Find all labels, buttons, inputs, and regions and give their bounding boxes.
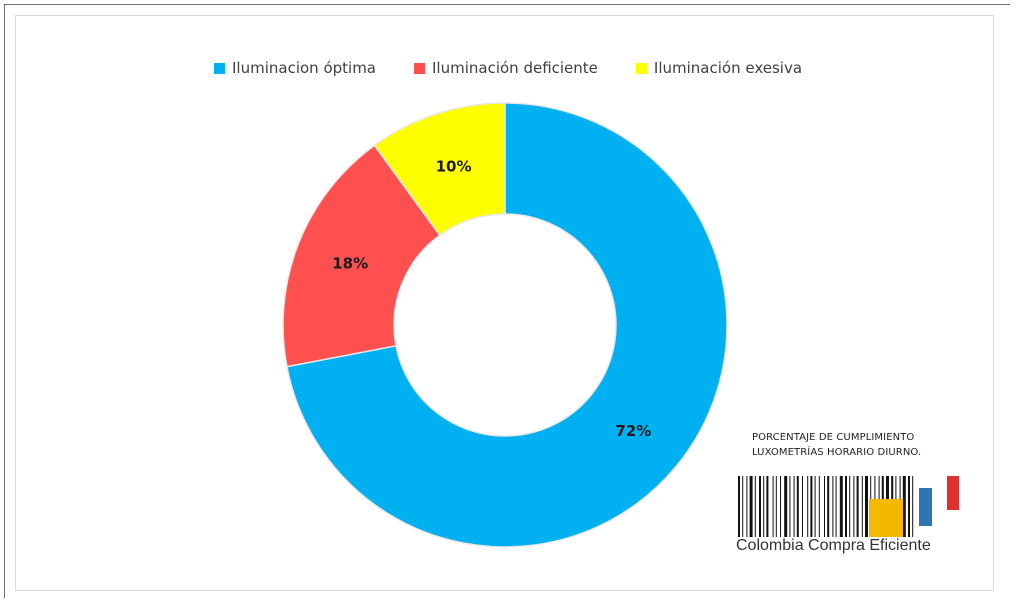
barcode-bar <box>839 476 843 537</box>
legend-item-optima: Iluminacion óptima <box>214 59 376 77</box>
legend-label-exesiva: Iluminación exesiva <box>653 59 803 77</box>
barcode-bar <box>835 476 837 537</box>
barcode-bar <box>746 476 748 537</box>
barcode-bar <box>802 476 803 537</box>
barcode-bar <box>861 476 863 537</box>
legend-swatch-deficiente <box>414 62 425 74</box>
slice-deficiente-label: 18% <box>332 255 368 273</box>
barcode-bar <box>759 476 761 537</box>
legend-swatch-exesiva <box>635 62 647 74</box>
barcode-bar <box>772 476 774 537</box>
barcode-bar <box>814 476 816 537</box>
barcode-bar <box>742 476 744 537</box>
legend-swatch-optima <box>214 62 225 74</box>
barcode-bar <box>780 476 781 537</box>
legend-label-optima: Iluminacion óptima <box>232 59 376 77</box>
slice-exesiva-label: 10% <box>436 158 472 176</box>
barcode-icon <box>738 476 959 537</box>
legend-item-exesiva: Iluminación exesiva <box>635 59 803 77</box>
outer-frame <box>4 4 1010 598</box>
barcode-bar <box>908 476 910 537</box>
barcode-bar <box>849 476 851 537</box>
barcode-bar <box>810 476 813 537</box>
barcode-bar <box>775 476 777 537</box>
barcode-bar <box>784 476 788 537</box>
barcode-blue-block <box>919 488 932 526</box>
barcode-bar <box>796 476 799 537</box>
barcode-red-block <box>947 476 959 510</box>
barcode-bar <box>763 476 765 537</box>
barcode-bar <box>754 476 756 537</box>
barcode-bar <box>807 476 809 537</box>
barcode-bar <box>845 476 847 537</box>
barcode-bar <box>902 476 906 537</box>
barcode-bar <box>853 476 855 537</box>
barcode-bar <box>793 476 795 537</box>
logo-brand-text: Colombia Compra Eficiente <box>736 537 931 554</box>
slice-optima <box>286 102 728 548</box>
barcode-bar <box>749 476 753 537</box>
barcode-bar <box>912 476 914 537</box>
barcode-bar <box>818 476 820 537</box>
barcode-bar <box>832 476 834 537</box>
slice-exesiva <box>373 102 506 237</box>
logo-caption-line2: LUXOMETRÍAS HORARIO DIURNO. <box>752 447 922 458</box>
slice-optima-label: 72% <box>615 422 651 440</box>
barcode-bar <box>738 476 740 537</box>
barcode-bar <box>856 476 859 537</box>
barcode-bar <box>789 476 791 537</box>
legend-item-deficiente: Iluminación deficiente <box>414 59 598 77</box>
barcode-bar <box>827 476 830 537</box>
barcode-yellow-block <box>869 499 903 537</box>
barcode-bar <box>865 476 868 537</box>
legend-label-deficiente: Iluminación deficiente <box>432 59 598 77</box>
barcode-bar <box>824 476 825 537</box>
colombia-compra-logo: PORCENTAJE DE CUMPLIMIENTO LUXOMETRÍAS H… <box>730 430 970 565</box>
slice-deficiente <box>282 144 441 368</box>
logo-caption: PORCENTAJE DE CUMPLIMIENTO LUXOMETRÍAS H… <box>730 430 970 460</box>
barcode-bar <box>766 476 769 537</box>
logo-caption-line1: PORCENTAJE DE CUMPLIMIENTO <box>752 432 915 443</box>
chart-legend: Iluminacion óptima Iluminación deficient… <box>214 56 802 80</box>
